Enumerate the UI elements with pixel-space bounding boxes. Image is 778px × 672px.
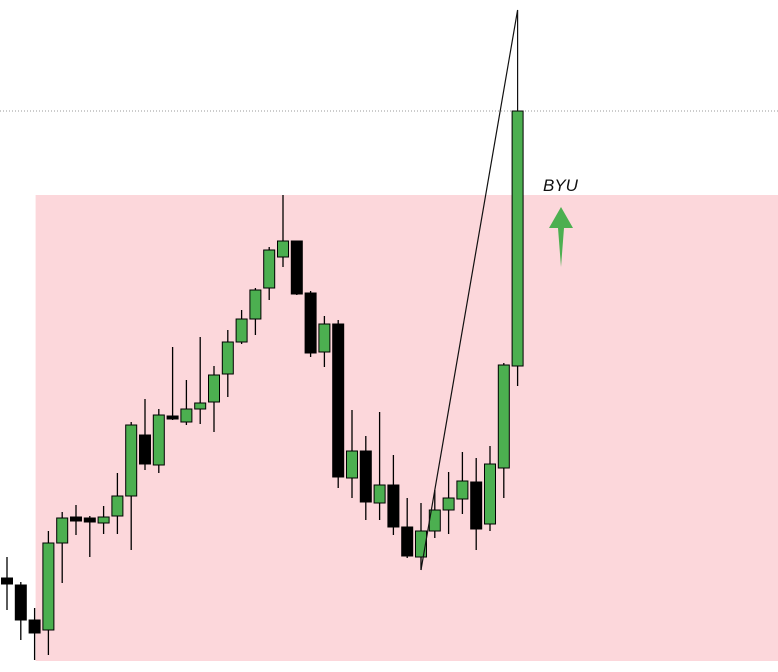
candle-up [56,517,69,544]
candle-up [263,249,276,289]
candle-up [442,497,455,511]
candle-down [1,577,13,585]
candle-up [194,402,207,410]
candle-up [180,408,193,423]
candle-down [139,434,151,465]
candle-down [70,516,82,522]
candle-up [373,484,386,504]
candle-down [359,450,372,503]
candle-down [28,619,41,634]
candle-down [166,415,179,420]
candle-up [484,463,496,525]
candle-up [318,323,331,353]
candle-up [97,516,110,524]
candle-down [470,481,483,530]
demand-zone [35,195,778,661]
candle-up [208,374,220,403]
candle-up [415,530,427,558]
candle-up [497,364,510,469]
candle-up [125,424,138,497]
candle-up [42,542,55,631]
annotation-label: BYU [543,176,578,195]
candle-down [304,292,317,354]
candle-down [290,240,303,295]
candle-up [235,318,248,343]
candle-up [277,240,289,258]
candle-down [387,484,400,528]
candle-up [456,480,469,500]
candle-up [511,110,524,367]
candle-down [14,584,27,621]
candle-down [83,517,96,523]
candle-down [401,526,414,557]
candle-up [249,289,262,320]
candle-up [221,341,234,375]
up-arrow-icon [549,207,573,267]
candle-up [346,450,358,479]
candle-up [152,414,165,466]
candle-down [332,323,345,478]
candle-up [111,495,124,517]
trendline [420,9,519,571]
